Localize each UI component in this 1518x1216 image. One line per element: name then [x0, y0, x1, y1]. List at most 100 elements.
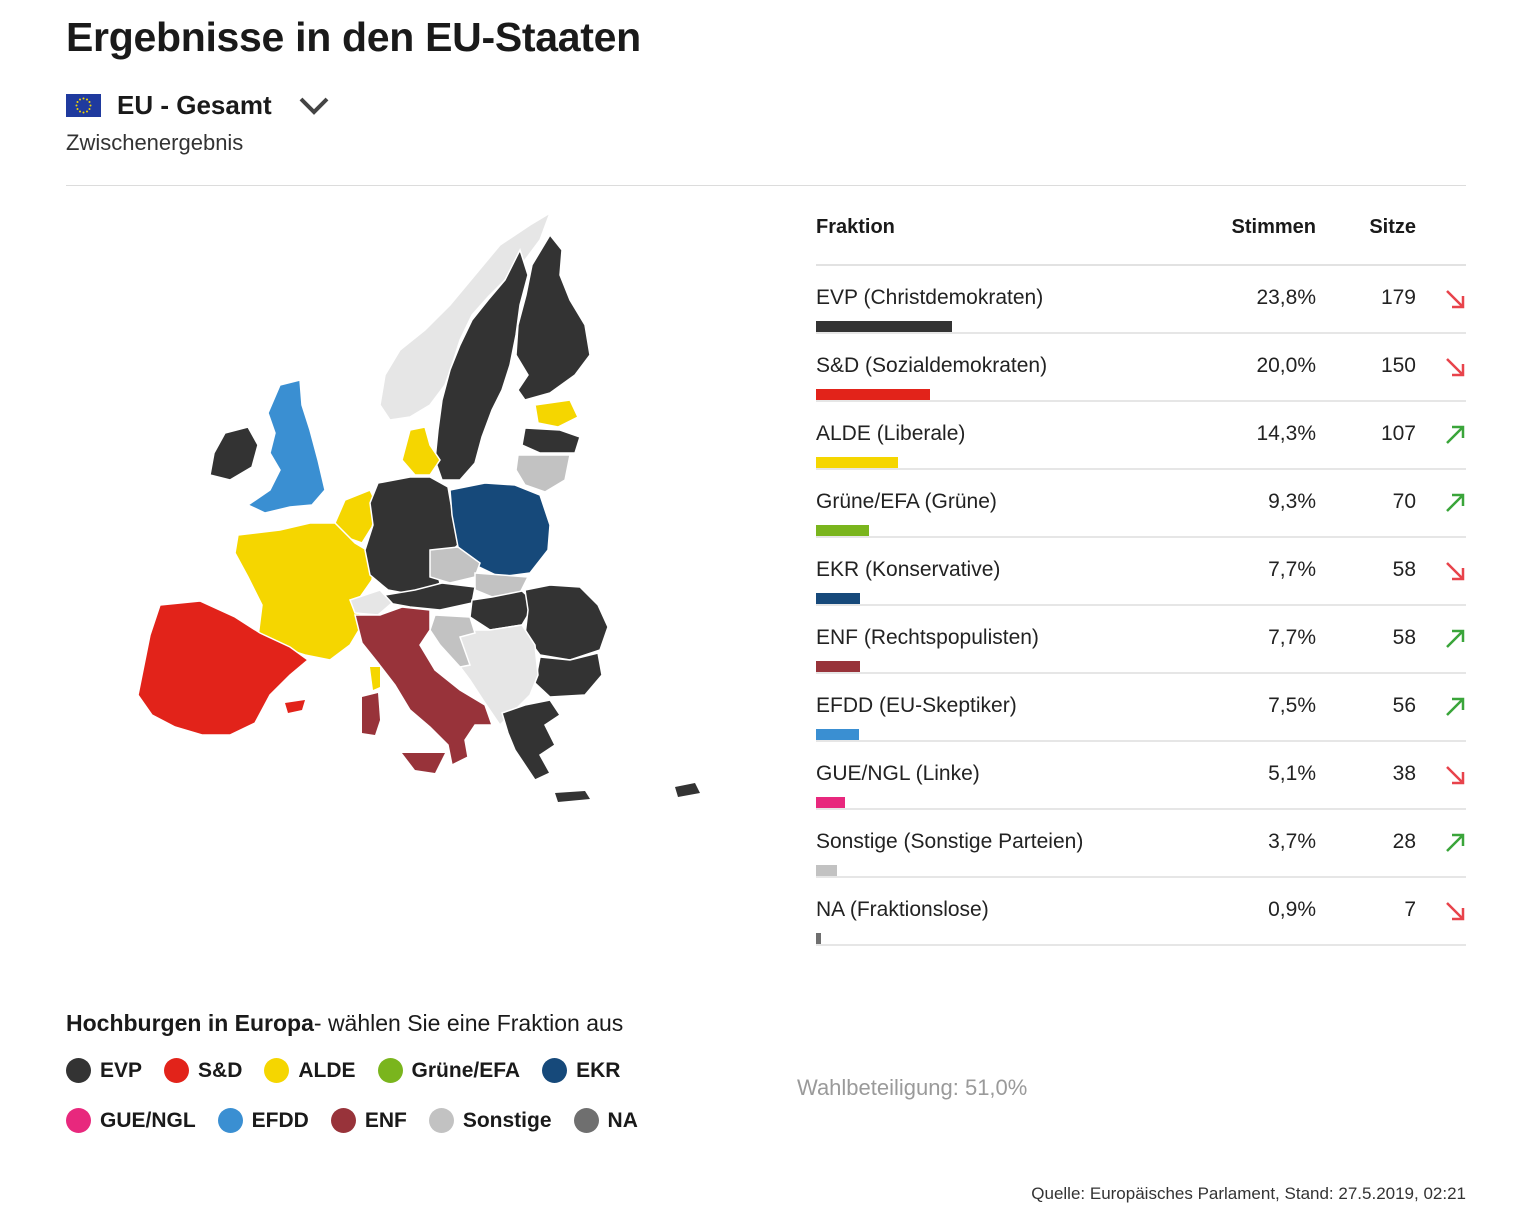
map-island-cyprus[interactable]	[675, 783, 700, 797]
table-body: EVP (Christdemokraten) 23,8% 179 S&D (So…	[816, 266, 1466, 946]
legend-dot	[428, 1108, 454, 1133]
legend-item[interactable]: GUE/NGL	[66, 1108, 196, 1133]
map-country-denmark[interactable]	[401, 426, 441, 476]
table-row[interactable]: EVP (Christdemokraten) 23,8% 179	[816, 266, 1466, 334]
map-country-switzerland[interactable]	[349, 589, 394, 616]
table-row[interactable]: EFDD (EU-Skeptiker) 7,5% 56	[816, 674, 1466, 742]
map-island-balearics[interactable]	[285, 700, 305, 713]
vote-share-bar	[816, 525, 870, 536]
europe-map[interactable]	[130, 205, 710, 815]
map-country-france[interactable]	[234, 522, 376, 661]
map-island-sicily[interactable]	[402, 753, 445, 773]
legend-dot	[164, 1058, 190, 1083]
row-seats: 56	[1392, 694, 1416, 717]
map-country-finland[interactable]	[515, 233, 591, 401]
trend-arrow-icon[interactable]	[1444, 424, 1466, 446]
map-island-corsica[interactable]	[370, 667, 380, 690]
vote-share-bar	[816, 389, 931, 400]
trend-arrow-icon[interactable]	[1444, 696, 1466, 718]
legend-item[interactable]: EFDD	[217, 1108, 309, 1133]
row-name: Grüne/EFA (Grüne)	[816, 490, 997, 513]
legend-item[interactable]: EVP	[66, 1058, 142, 1083]
table-row[interactable]: ALDE (Liberale) 14,3% 107	[816, 402, 1466, 470]
legend-dot	[217, 1108, 243, 1133]
row-name: S&D (Sozialdemokraten)	[816, 354, 1048, 377]
table-row[interactable]: Grüne/EFA (Grüne) 9,3% 70	[816, 470, 1466, 538]
table-row[interactable]: Sonstige (Sonstige Parteien) 3,7% 28	[816, 810, 1466, 878]
map-country-croatia[interactable]	[429, 614, 476, 668]
map-country-estonia[interactable]	[534, 399, 579, 428]
table-row[interactable]: NA (Fraktionslose) 0,9% 7	[816, 878, 1466, 946]
row-seats: 179	[1380, 286, 1416, 309]
legend-item[interactable]: S&D	[164, 1058, 242, 1083]
table-row[interactable]: GUE/NGL (Linke) 5,1% 38	[816, 742, 1466, 810]
trend-arrow-icon[interactable]	[1444, 764, 1466, 786]
trend-arrow-icon[interactable]	[1444, 900, 1466, 922]
row-percentage: 7,7%	[1268, 558, 1316, 581]
row-name: EFDD (EU-Skeptiker)	[816, 694, 1017, 717]
region-selector[interactable]: EU - Gesamt	[66, 90, 330, 121]
row-seats: 107	[1380, 422, 1416, 445]
map-island-sardinia[interactable]	[362, 693, 380, 735]
legend-label: ALDE	[298, 1058, 356, 1082]
map-country-poland[interactable]	[449, 482, 551, 578]
strongholds-heading: Hochburgen in Europa- wählen Sie eine Fr…	[66, 1010, 623, 1037]
row-seats: 150	[1380, 354, 1416, 377]
map-country-romania[interactable]	[524, 584, 609, 661]
row-percentage: 20,0%	[1256, 354, 1316, 377]
vote-share-bar	[816, 321, 952, 332]
map-country-sweden[interactable]	[434, 248, 529, 481]
trend-arrow-icon[interactable]	[1444, 628, 1466, 650]
map-country-spain[interactable]	[137, 600, 310, 736]
trend-arrow-icon[interactable]	[1444, 492, 1466, 514]
map-country-italy[interactable]	[354, 606, 494, 767]
legend-label: EVP	[100, 1058, 143, 1082]
legend-label: Grüne/EFA	[411, 1058, 521, 1082]
divider	[66, 185, 1466, 186]
legend-dot	[330, 1108, 356, 1133]
row-percentage: 23,8%	[1256, 286, 1316, 309]
map-country-ireland[interactable]	[209, 426, 259, 481]
column-header-fraktion[interactable]: Fraktion	[816, 216, 895, 238]
vote-share-bar	[816, 865, 838, 876]
legend-item[interactable]: ALDE	[264, 1058, 356, 1083]
map-country-latvia[interactable]	[521, 427, 581, 454]
map-country-uk[interactable]	[246, 379, 326, 514]
results-table: Fraktion Stimmen Sitze EVP (Christdemokr…	[816, 210, 1466, 946]
vote-share-bar	[816, 457, 898, 468]
trend-arrow-icon[interactable]	[1444, 832, 1466, 854]
legend-label: GUE/NGL	[100, 1108, 196, 1132]
trend-arrow-icon[interactable]	[1444, 356, 1466, 378]
row-seats: 28	[1392, 830, 1416, 853]
legend-item[interactable]: NA	[573, 1108, 638, 1133]
column-header-sitze[interactable]: Sitze	[1369, 216, 1416, 238]
legend-item[interactable]: ENF	[330, 1108, 407, 1133]
row-name: NA (Fraktionslose)	[816, 898, 989, 921]
faction-legend-row-2: GUE/NGL EFDD ENF Sonstige NA	[66, 1108, 660, 1133]
trend-arrow-icon[interactable]	[1444, 288, 1466, 310]
vote-share-bar	[816, 593, 860, 604]
legend-item[interactable]: Grüne/EFA	[377, 1058, 521, 1083]
legend-item[interactable]: Sonstige	[428, 1108, 552, 1133]
row-percentage: 7,5%	[1268, 694, 1316, 717]
legend-label: EFDD	[251, 1108, 309, 1132]
legend-dot	[264, 1058, 290, 1083]
vote-share-bar	[816, 729, 859, 740]
chevron-down-icon[interactable]	[298, 96, 330, 121]
map-country-greece[interactable]	[501, 699, 562, 781]
table-row[interactable]: EKR (Konservative) 7,7% 58	[816, 538, 1466, 606]
map-country-bulgaria[interactable]	[534, 652, 603, 698]
row-name: EKR (Konservative)	[816, 558, 1001, 581]
legend-item[interactable]: EKR	[542, 1058, 620, 1083]
table-row[interactable]: ENF (Rechtspopulisten) 7,7% 58	[816, 606, 1466, 674]
row-percentage: 5,1%	[1268, 762, 1316, 785]
map-island-crete[interactable]	[555, 791, 590, 802]
column-header-stimmen[interactable]: Stimmen	[1231, 216, 1316, 238]
strongholds-heading-bold: Hochburgen in Europa	[66, 1010, 314, 1036]
map-country-hungary[interactable]	[469, 590, 536, 631]
map-country-lithuania[interactable]	[515, 454, 571, 493]
table-row[interactable]: S&D (Sozialdemokraten) 20,0% 150	[816, 334, 1466, 402]
vote-share-bar	[816, 797, 846, 808]
trend-arrow-icon[interactable]	[1444, 560, 1466, 582]
legend-label: Sonstige	[462, 1108, 552, 1132]
